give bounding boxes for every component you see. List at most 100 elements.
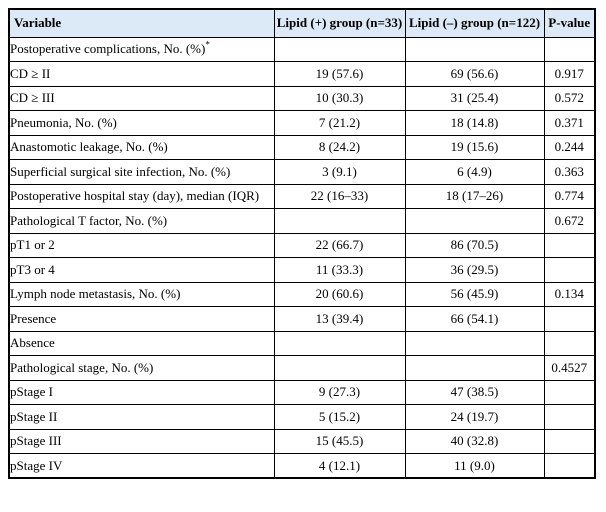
lipid-positive-cell: 15 (45.5) bbox=[273, 428, 406, 454]
table-row: Pneumonia, No. (%) 7 (21.2) 18 (14.8) 0.371 bbox=[8, 110, 596, 136]
p-value-cell bbox=[543, 379, 596, 405]
p-value-cell: 0.134 bbox=[543, 281, 596, 307]
variable-label: Pneumonia, No. (%) bbox=[10, 114, 117, 130]
p-value-cell: 0.371 bbox=[543, 110, 596, 136]
lipid-positive-cell: 13 (39.4) bbox=[273, 306, 406, 332]
row-variable-cell: pStage III bbox=[8, 428, 275, 454]
variable-label: Postoperative hospital stay (day), media… bbox=[10, 188, 260, 204]
table-row: CD ≥ III 10 (30.3) 31 (25.4) 0.572 bbox=[8, 85, 596, 111]
table-row: CD ≥ II 19 (57.6) 69 (56.6) 0.917 bbox=[8, 61, 596, 87]
lipid-negative-cell bbox=[404, 36, 545, 62]
row-variable-cell: Absence bbox=[8, 330, 275, 356]
row-variable-cell: Pathological stage, No. (%) bbox=[8, 355, 275, 381]
p-value-cell: 0.917 bbox=[543, 61, 596, 87]
row-variable-cell: CD ≥ II bbox=[8, 61, 275, 87]
p-value-cell bbox=[543, 428, 596, 454]
table-row: Anastomotic leakage, No. (%) 8 (24.2) 19 (… bbox=[8, 134, 596, 160]
clinical-outcomes-table: Variable Lipid (+) group (n=33) Lipid (–… bbox=[8, 8, 596, 479]
p-value-cell bbox=[543, 257, 596, 283]
table-row: Pathological T factor, No. (%) 0.672 bbox=[8, 208, 596, 234]
row-variable-cell: Superficial surgical site infection, No.… bbox=[8, 159, 275, 185]
lipid-negative-cell bbox=[404, 330, 545, 356]
lipid-negative-cell: 40 (32.8) bbox=[404, 428, 545, 454]
footnote-marker: * bbox=[205, 39, 210, 50]
lipid-positive-cell bbox=[273, 355, 406, 381]
variable-label: pStage II bbox=[10, 408, 58, 424]
lipid-positive-cell bbox=[273, 36, 406, 62]
variable-label: Postoperative complications, No. (%) bbox=[10, 41, 206, 57]
lipid-positive-cell: 22 (16–33) bbox=[273, 183, 406, 209]
lipid-negative-cell: 66 (54.1) bbox=[404, 306, 545, 332]
p-value-cell bbox=[543, 404, 596, 430]
variable-label: CD ≥ II bbox=[10, 65, 51, 81]
variable-label: Anastomotic leakage, No. (%) bbox=[10, 139, 168, 155]
variable-label: pStage IV bbox=[10, 457, 63, 473]
table-row: Absence bbox=[8, 330, 596, 356]
p-value-cell: 0.363 bbox=[543, 159, 596, 185]
row-variable-cell: pStage IV bbox=[8, 453, 275, 479]
lipid-negative-cell bbox=[404, 208, 545, 234]
table-row: pStage I 9 (27.3) 47 (38.5) bbox=[8, 379, 596, 405]
lipid-negative-cell: 19 (15.6) bbox=[404, 134, 545, 160]
lipid-negative-cell: 69 (56.6) bbox=[404, 61, 545, 87]
variable-label: pStage III bbox=[10, 433, 62, 449]
lipid-negative-cell bbox=[404, 355, 545, 381]
variable-label: pT1 or 2 bbox=[10, 237, 55, 253]
table-row: pT1 or 2 22 (66.7) 86 (70.5) bbox=[8, 232, 596, 258]
variable-label: Superficial surgical site infection, No.… bbox=[10, 163, 231, 179]
table-row: Presence 13 (39.4) 66 (54.1) bbox=[8, 306, 596, 332]
table-row: Pathological stage, No. (%) 0.4527 bbox=[8, 355, 596, 381]
row-variable-cell: Pathological T factor, No. (%) bbox=[8, 208, 275, 234]
lipid-negative-cell: 11 (9.0) bbox=[404, 453, 545, 479]
p-value-cell bbox=[543, 232, 596, 258]
p-value-cell bbox=[543, 330, 596, 356]
row-variable-cell: pT3 or 4 bbox=[8, 257, 275, 283]
column-header-lipid-positive: Lipid (+) group (n=33) bbox=[273, 8, 406, 38]
lipid-positive-cell: 22 (66.7) bbox=[273, 232, 406, 258]
lipid-positive-cell bbox=[273, 208, 406, 234]
lipid-positive-cell: 5 (15.2) bbox=[273, 404, 406, 430]
p-value-cell: 0.4527 bbox=[543, 355, 596, 381]
table-row: pStage IV 4 (12.1) 11 (9.0) bbox=[8, 453, 596, 479]
row-variable-cell: Postoperative hospital stay (day), media… bbox=[8, 183, 275, 209]
row-variable-cell: Presence bbox=[8, 306, 275, 332]
lipid-negative-cell: 18 (17–26) bbox=[404, 183, 545, 209]
lipid-negative-cell: 47 (38.5) bbox=[404, 379, 545, 405]
row-variable-cell: Postoperative complications, No. (%)* bbox=[8, 36, 275, 62]
row-variable-cell: pT1 or 2 bbox=[8, 232, 275, 258]
row-variable-cell: pStage II bbox=[8, 404, 275, 430]
variable-label: pT3 or 4 bbox=[10, 261, 55, 277]
row-variable-cell: Anastomotic leakage, No. (%) bbox=[8, 134, 275, 160]
lipid-positive-cell: 11 (33.3) bbox=[273, 257, 406, 283]
column-header-variable: Variable bbox=[8, 8, 275, 38]
p-value-cell: 0.774 bbox=[543, 183, 596, 209]
lipid-negative-cell: 86 (70.5) bbox=[404, 232, 545, 258]
header-row: Variable Lipid (+) group (n=33) Lipid (–… bbox=[8, 8, 596, 38]
lipid-negative-cell: 31 (25.4) bbox=[404, 85, 545, 111]
variable-label: CD ≥ III bbox=[10, 90, 55, 106]
variable-label: Absence bbox=[10, 335, 55, 351]
variable-label: Lymph node metastasis, No. (%) bbox=[10, 286, 181, 302]
table-row: pStage II 5 (15.2) 24 (19.7) bbox=[8, 404, 596, 430]
lipid-positive-cell: 10 (30.3) bbox=[273, 85, 406, 111]
lipid-positive-cell: 7 (21.2) bbox=[273, 110, 406, 136]
table-row: Superficial surgical site infection, No.… bbox=[8, 159, 596, 185]
row-variable-cell: Lymph node metastasis, No. (%) bbox=[8, 281, 275, 307]
p-value-cell: 0.572 bbox=[543, 85, 596, 111]
lipid-negative-cell: 6 (4.9) bbox=[404, 159, 545, 185]
variable-label: Presence bbox=[10, 310, 57, 326]
lipid-positive-cell: 20 (60.6) bbox=[273, 281, 406, 307]
variable-label: pStage I bbox=[10, 384, 53, 400]
lipid-positive-cell: 19 (57.6) bbox=[273, 61, 406, 87]
lipid-negative-cell: 18 (14.8) bbox=[404, 110, 545, 136]
table-body: Postoperative complications, No. (%)* CD … bbox=[8, 36, 596, 479]
p-value-cell bbox=[543, 36, 596, 62]
lipid-negative-cell: 24 (19.7) bbox=[404, 404, 545, 430]
lipid-negative-cell: 56 (45.9) bbox=[404, 281, 545, 307]
variable-label: Pathological T factor, No. (%) bbox=[10, 212, 168, 228]
lipid-negative-cell: 36 (29.5) bbox=[404, 257, 545, 283]
row-variable-cell: Pneumonia, No. (%) bbox=[8, 110, 275, 136]
table-row: pStage III 15 (45.5) 40 (32.8) bbox=[8, 428, 596, 454]
p-value-cell bbox=[543, 453, 596, 479]
